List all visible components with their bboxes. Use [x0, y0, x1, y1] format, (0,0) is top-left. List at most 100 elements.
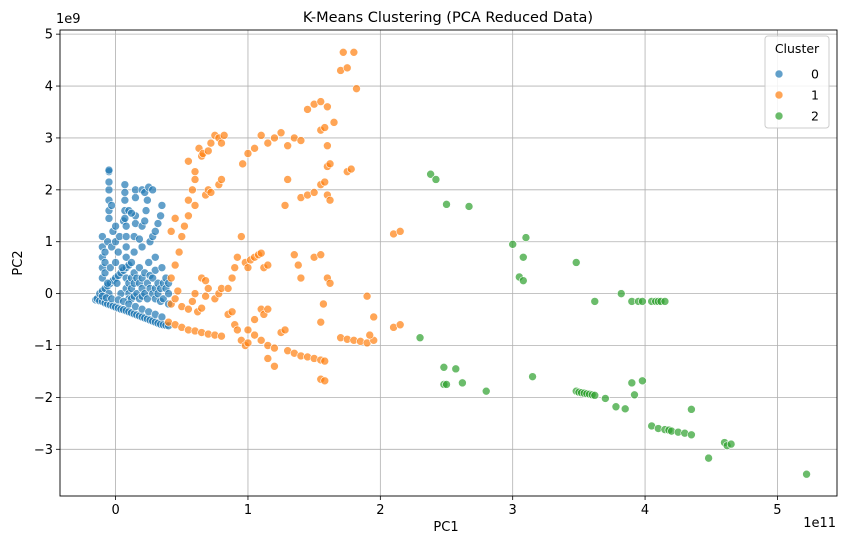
data-point-cluster-2 — [627, 378, 637, 388]
data-point-cluster-0 — [106, 263, 115, 272]
data-point-cluster-1 — [325, 159, 335, 169]
data-point-cluster-1 — [243, 263, 253, 272]
data-point-cluster-1 — [276, 128, 286, 138]
data-point-cluster-1 — [316, 317, 326, 327]
data-point-cluster-2 — [521, 233, 531, 242]
data-point-cluster-2 — [590, 297, 600, 306]
data-point-cluster-0 — [121, 221, 131, 231]
data-point-cluster-0 — [137, 242, 147, 252]
data-point-cluster-1 — [188, 297, 197, 306]
data-point-cluster-1 — [256, 248, 266, 258]
data-point-cluster-1 — [263, 260, 273, 270]
data-point-cluster-0 — [104, 185, 114, 195]
data-point-cluster-0 — [111, 221, 120, 231]
data-point-cluster-0 — [120, 214, 130, 223]
legend-label-cluster-0: 0 — [811, 67, 819, 82]
data-point-cluster-1 — [227, 273, 237, 283]
data-point-cluster-1 — [329, 118, 339, 127]
data-point-cluster-2 — [451, 364, 461, 374]
data-point-cluster-1 — [352, 84, 361, 93]
data-point-cluster-2 — [528, 372, 537, 381]
data-point-cluster-0 — [120, 188, 130, 197]
data-point-cluster-2 — [481, 386, 491, 396]
data-point-cluster-1 — [184, 211, 193, 221]
legend-box — [764, 35, 830, 129]
data-point-cluster-1 — [296, 273, 306, 283]
data-point-cluster-0 — [113, 247, 123, 257]
y-tick-label: −1 — [34, 339, 53, 354]
data-point-cluster-2 — [802, 469, 811, 479]
data-point-cluster-1 — [256, 336, 266, 345]
y-tick-label: 5 — [45, 28, 53, 43]
data-point-cluster-1 — [320, 177, 330, 187]
data-point-cluster-1 — [233, 325, 242, 335]
y-tick-label: 4 — [45, 80, 53, 95]
data-point-cluster-2 — [439, 363, 449, 372]
data-point-cluster-2 — [611, 402, 621, 412]
data-point-cluster-1 — [184, 156, 193, 166]
data-point-cluster-1 — [349, 48, 359, 57]
data-point-cluster-1 — [243, 338, 253, 348]
data-point-cluster-1 — [263, 138, 273, 148]
chart-title: K-Means Clustering (PCA Reduced Data) — [303, 10, 593, 26]
data-point-cluster-1 — [227, 307, 237, 317]
data-point-cluster-1 — [280, 325, 290, 335]
data-point-cluster-1 — [166, 273, 176, 283]
x-tick-label: 3 — [509, 503, 517, 518]
data-point-cluster-1 — [206, 138, 216, 148]
data-point-cluster-1 — [283, 141, 292, 151]
data-point-cluster-1 — [243, 325, 253, 335]
data-point-cluster-2 — [638, 376, 647, 386]
data-point-cluster-1 — [319, 299, 328, 309]
data-point-cluster-0 — [148, 273, 157, 283]
data-point-cluster-1 — [316, 97, 326, 106]
data-point-cluster-1 — [170, 260, 180, 270]
data-point-cluster-1 — [280, 201, 290, 210]
data-point-cluster-0 — [100, 258, 110, 267]
data-point-cluster-2 — [590, 391, 600, 400]
data-point-cluster-1 — [190, 167, 200, 176]
x-tick-label: 5 — [773, 503, 781, 518]
legend-marker-cluster-1 — [774, 90, 784, 100]
data-point-cluster-2 — [571, 258, 581, 267]
data-point-cluster-2 — [601, 394, 610, 403]
data-point-cluster-0 — [120, 180, 130, 189]
data-point-cluster-0 — [157, 201, 167, 210]
data-point-cluster-1 — [250, 144, 259, 153]
data-point-cluster-1 — [197, 303, 206, 313]
data-point-cluster-1 — [217, 331, 226, 341]
data-point-cluster-0 — [131, 193, 140, 202]
data-point-cluster-1 — [395, 320, 405, 330]
data-point-cluster-1 — [188, 185, 197, 195]
data-point-cluster-0 — [135, 263, 144, 272]
data-point-cluster-1 — [201, 276, 210, 285]
data-point-cluster-2 — [442, 380, 451, 389]
data-point-cluster-0 — [156, 211, 165, 221]
data-point-cluster-2 — [415, 333, 425, 343]
data-point-cluster-2 — [726, 439, 736, 449]
data-point-cluster-1 — [263, 304, 273, 314]
data-point-cluster-2 — [704, 453, 713, 463]
data-point-cluster-1 — [320, 123, 330, 132]
y-tick-label: −3 — [34, 443, 53, 458]
data-point-cluster-1 — [219, 131, 229, 140]
data-point-cluster-1 — [283, 175, 292, 184]
data-point-cluster-0 — [107, 201, 116, 210]
data-point-cluster-1 — [203, 146, 213, 156]
legend-label-cluster-2: 2 — [811, 109, 819, 124]
data-point-cluster-0 — [103, 278, 112, 288]
y-tick-label: 1 — [45, 235, 53, 250]
data-point-cluster-2 — [518, 276, 528, 285]
data-point-cluster-2 — [660, 297, 670, 306]
data-point-cluster-1 — [250, 330, 259, 340]
data-point-cluster-2 — [687, 430, 696, 440]
data-point-cluster-0 — [143, 195, 152, 205]
data-point-cluster-1 — [223, 284, 233, 293]
data-point-cluster-1 — [184, 195, 193, 205]
data-point-cluster-0 — [135, 234, 144, 244]
data-point-cluster-1 — [338, 48, 348, 57]
data-point-cluster-1 — [325, 278, 335, 288]
data-point-cluster-1 — [203, 284, 213, 293]
data-point-cluster-1 — [270, 361, 279, 371]
